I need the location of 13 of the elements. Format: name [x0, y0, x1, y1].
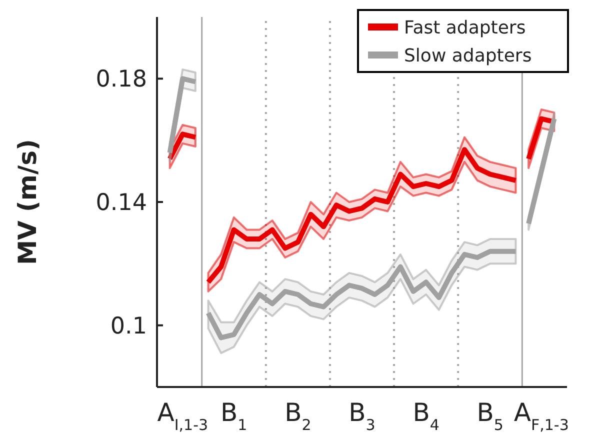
- x-tick-label: B$_{5}$: [476, 398, 504, 434]
- legend-label: Slow adapters: [404, 45, 532, 66]
- x-tick-label: B$_{4}$: [412, 398, 440, 434]
- y-tick-label: 0.14: [96, 190, 147, 216]
- y-tick-label: 0.18: [96, 66, 147, 93]
- x-tick-label: A$_{F,1-3}$: [514, 398, 569, 434]
- y-axis-title: MV (m/s): [13, 139, 42, 265]
- x-tick-label: B$_{1}$: [220, 398, 248, 434]
- x-tick-label: B$_{2}$: [284, 398, 312, 434]
- y-tick-label: 0.1: [110, 313, 147, 340]
- legend-label: Fast adapters: [404, 17, 526, 38]
- x-tick-label: B$_{3}$: [348, 398, 376, 434]
- x-tick-label: A$_{I,1-3}$: [157, 398, 208, 434]
